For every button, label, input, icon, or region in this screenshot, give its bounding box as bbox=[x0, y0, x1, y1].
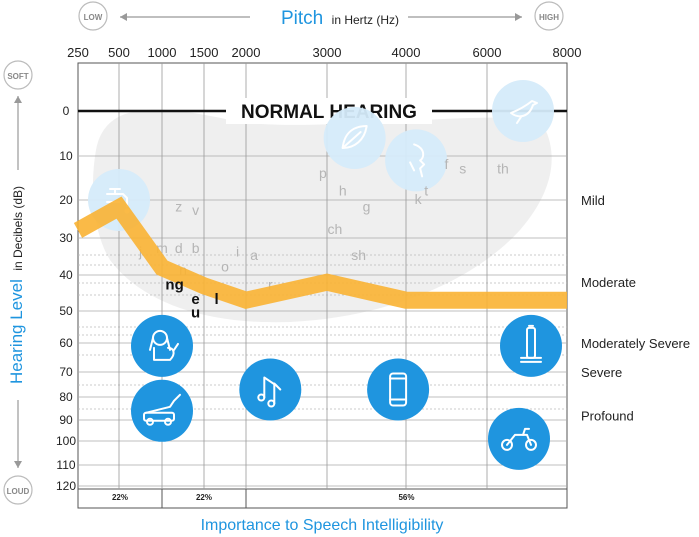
severity-label: Severe bbox=[581, 365, 622, 380]
normal-hearing-label-bg bbox=[226, 98, 432, 124]
x-tick-label: 250 bbox=[67, 45, 89, 60]
phoneme-label: sh bbox=[351, 247, 366, 263]
y-tick-label: 120 bbox=[56, 479, 76, 493]
phoneme-label: p bbox=[319, 165, 327, 181]
phoneme-label: g bbox=[363, 198, 371, 214]
hearing-threshold-line bbox=[73, 196, 567, 310]
phoneme-label: z bbox=[175, 198, 182, 214]
phoneme-label: th bbox=[497, 161, 509, 177]
y-tick-label: 90 bbox=[59, 413, 73, 427]
phoneme-label: a bbox=[250, 247, 258, 263]
plot-frame bbox=[77, 62, 568, 509]
dog-icon bbox=[131, 314, 193, 377]
y-tick-label: 10 bbox=[59, 149, 73, 163]
left-arrow bbox=[120, 13, 250, 21]
x-tick-label: 4000 bbox=[392, 45, 421, 60]
pitch-title: Pitch in Hertz (Hz) bbox=[281, 8, 399, 29]
phoneme-label: v bbox=[192, 202, 199, 218]
phoneme-label-dark: ng bbox=[165, 276, 183, 293]
pitch-unit: in Hertz (Hz) bbox=[332, 13, 399, 27]
icon-circle bbox=[488, 407, 550, 470]
y-tick-label: 0 bbox=[63, 104, 70, 118]
phoneme-label-dark: u bbox=[191, 304, 200, 321]
high-badge: HIGH bbox=[534, 1, 564, 31]
motorcycle-icon bbox=[488, 407, 550, 470]
phoneme-label-dark: e bbox=[191, 291, 199, 308]
x-tick-label: 8000 bbox=[553, 45, 582, 60]
severity-label: Moderate bbox=[581, 275, 636, 290]
phoneme-label: d bbox=[175, 240, 183, 256]
bird-icon bbox=[492, 80, 554, 142]
phoneme-label: m bbox=[156, 240, 168, 256]
up-arrow bbox=[14, 96, 22, 170]
phoneme-label: j bbox=[138, 244, 142, 260]
y-tick-label: 50 bbox=[59, 304, 73, 318]
y-tick-label: 60 bbox=[59, 336, 73, 350]
phone-icon bbox=[367, 358, 430, 421]
normal-hearing-label: NORMAL HEARING bbox=[241, 102, 417, 123]
y-tick-label: 100 bbox=[56, 434, 76, 448]
phoneme-label: s bbox=[459, 161, 466, 177]
icon-circle bbox=[385, 129, 448, 192]
phoneme-label: i bbox=[236, 244, 239, 260]
icon-circle bbox=[500, 314, 562, 377]
down-arrow bbox=[14, 400, 22, 468]
icon-circle bbox=[492, 80, 554, 142]
high-label: HIGH bbox=[539, 13, 559, 22]
speech-importance-value: 56% bbox=[398, 493, 414, 502]
y-tick-label: 20 bbox=[59, 193, 73, 207]
y-tick-label: 80 bbox=[59, 390, 73, 404]
lawnmower-icon bbox=[131, 379, 193, 442]
low-label: LOW bbox=[84, 13, 103, 22]
x-tick-label: 1000 bbox=[148, 45, 177, 60]
soft-badge: SOFT bbox=[3, 60, 33, 90]
icon-circle bbox=[239, 358, 302, 421]
x-tick-label: 3000 bbox=[313, 45, 342, 60]
icon-circle bbox=[131, 379, 193, 442]
speech-importance-value: 22% bbox=[196, 493, 212, 502]
y-tick-label: 40 bbox=[59, 268, 73, 282]
loud-badge: LOUD bbox=[3, 475, 33, 505]
hearing-level-title: Hearing Level in Decibels (dB) bbox=[7, 186, 26, 384]
icon-circle bbox=[367, 358, 430, 421]
soft-label: SOFT bbox=[7, 72, 28, 81]
phoneme-label: b bbox=[192, 240, 200, 256]
low-badge: LOW bbox=[78, 1, 108, 31]
leaves-icon bbox=[323, 107, 386, 169]
x-tick-label: 500 bbox=[108, 45, 130, 60]
phoneme-label: t bbox=[424, 183, 428, 199]
x-tick-label: 2000 bbox=[232, 45, 261, 60]
music-icon bbox=[239, 358, 302, 421]
x-tick-label: 1500 bbox=[190, 45, 219, 60]
phoneme-label: k bbox=[415, 191, 423, 207]
severity-label: Profound bbox=[581, 408, 634, 423]
phoneme-label: ch bbox=[328, 221, 343, 237]
severity-label: Mild bbox=[581, 193, 605, 208]
right-arrow bbox=[408, 13, 522, 21]
speech-importance-title: Importance to Speech Intelligibility bbox=[201, 517, 444, 534]
phoneme-label: r bbox=[268, 276, 273, 292]
phoneme-label: f bbox=[445, 156, 449, 172]
phoneme-label: o bbox=[221, 258, 229, 274]
icon-circle bbox=[131, 314, 193, 377]
y-tick-label: 30 bbox=[59, 231, 73, 245]
severity-label: Moderately Severe bbox=[581, 336, 690, 351]
y-tick-label: 110 bbox=[56, 458, 75, 472]
x-tick-label: 6000 bbox=[473, 45, 502, 60]
y-tick-label: 70 bbox=[59, 365, 73, 379]
whisper-icon bbox=[385, 129, 448, 192]
hearing-level-unit: in Decibels (dB) bbox=[11, 186, 25, 271]
loud-label: LOUD bbox=[7, 487, 30, 496]
phoneme-label: h bbox=[339, 183, 347, 199]
speech-importance-value: 22% bbox=[112, 493, 128, 502]
phoneme-label-dark: l bbox=[215, 291, 219, 308]
vacuum-icon bbox=[500, 314, 562, 377]
